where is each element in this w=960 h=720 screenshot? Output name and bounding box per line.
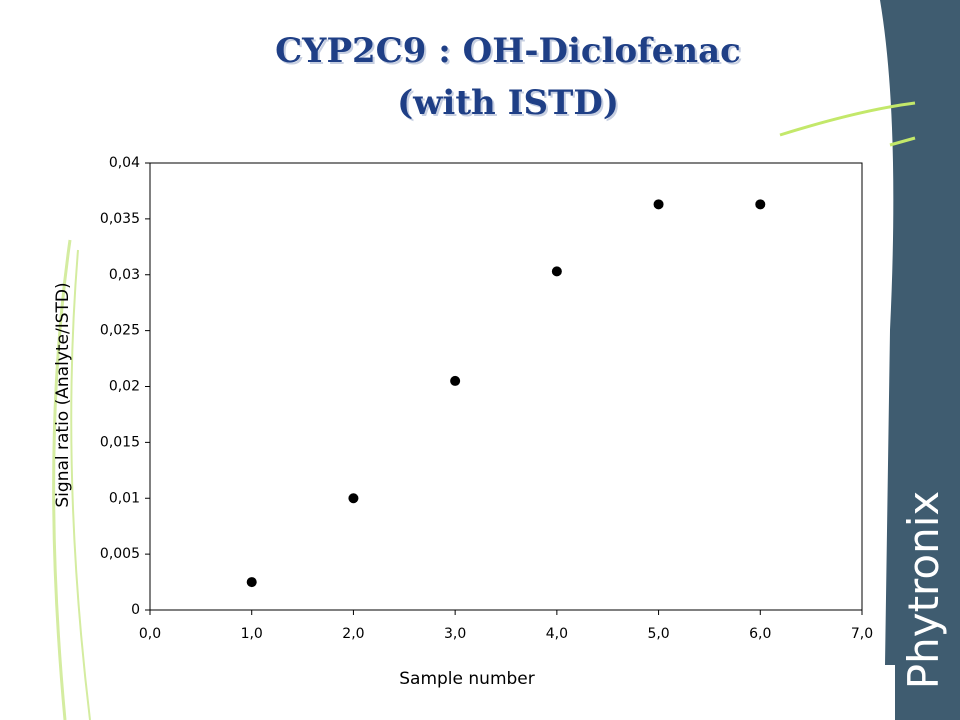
y-tick-label: 0 bbox=[131, 602, 140, 618]
decor-line bbox=[779, 101, 916, 137]
x-tick-label: 3,0 bbox=[444, 626, 466, 642]
y-tick-label: 0,015 bbox=[100, 434, 140, 450]
x-tick-label: 1,0 bbox=[241, 626, 263, 642]
data-point bbox=[755, 199, 766, 210]
x-tick-label: 5,0 bbox=[647, 626, 669, 642]
brand-logo: Phytronix bbox=[899, 491, 948, 689]
side-band bbox=[880, 0, 960, 720]
y-tick-label: 0,01 bbox=[109, 490, 140, 506]
y-tick-label: 0,04 bbox=[109, 155, 140, 171]
decor-line bbox=[52, 239, 72, 720]
x-tick-label: 2,0 bbox=[342, 626, 364, 642]
x-axis-label: Sample number bbox=[399, 669, 535, 689]
y-axis-label: Signal ratio (Analyte/ISTD) bbox=[53, 282, 73, 507]
chart-title: CYP2C9 : OH-Diclofenac bbox=[275, 31, 741, 71]
data-point bbox=[551, 266, 562, 277]
data-point bbox=[653, 199, 664, 210]
plot-area bbox=[149, 162, 863, 611]
subtitle-shadow: (with ISTD) bbox=[399, 85, 621, 125]
y-tick-label: 0,03 bbox=[109, 267, 140, 283]
x-tick-label: 7,0 bbox=[851, 626, 873, 642]
title-shadow: CYP2C9 : OH-Diclofenac bbox=[277, 33, 743, 73]
y-tick-label: 0,025 bbox=[100, 323, 140, 339]
y-tick-label: 0,02 bbox=[109, 379, 140, 395]
data-point bbox=[450, 375, 461, 386]
data-point bbox=[348, 493, 359, 504]
y-tick-label: 0,005 bbox=[100, 546, 140, 562]
data-point bbox=[246, 577, 257, 588]
x-tick-label: 6,0 bbox=[749, 626, 771, 642]
decor-line bbox=[70, 249, 91, 720]
y-tick-label: 0,035 bbox=[100, 211, 140, 227]
decor-line bbox=[889, 136, 916, 147]
x-tick-label: 4,0 bbox=[546, 626, 568, 642]
chart-subtitle: (with ISTD) bbox=[397, 83, 619, 123]
x-tick-label: 0,0 bbox=[139, 626, 161, 642]
